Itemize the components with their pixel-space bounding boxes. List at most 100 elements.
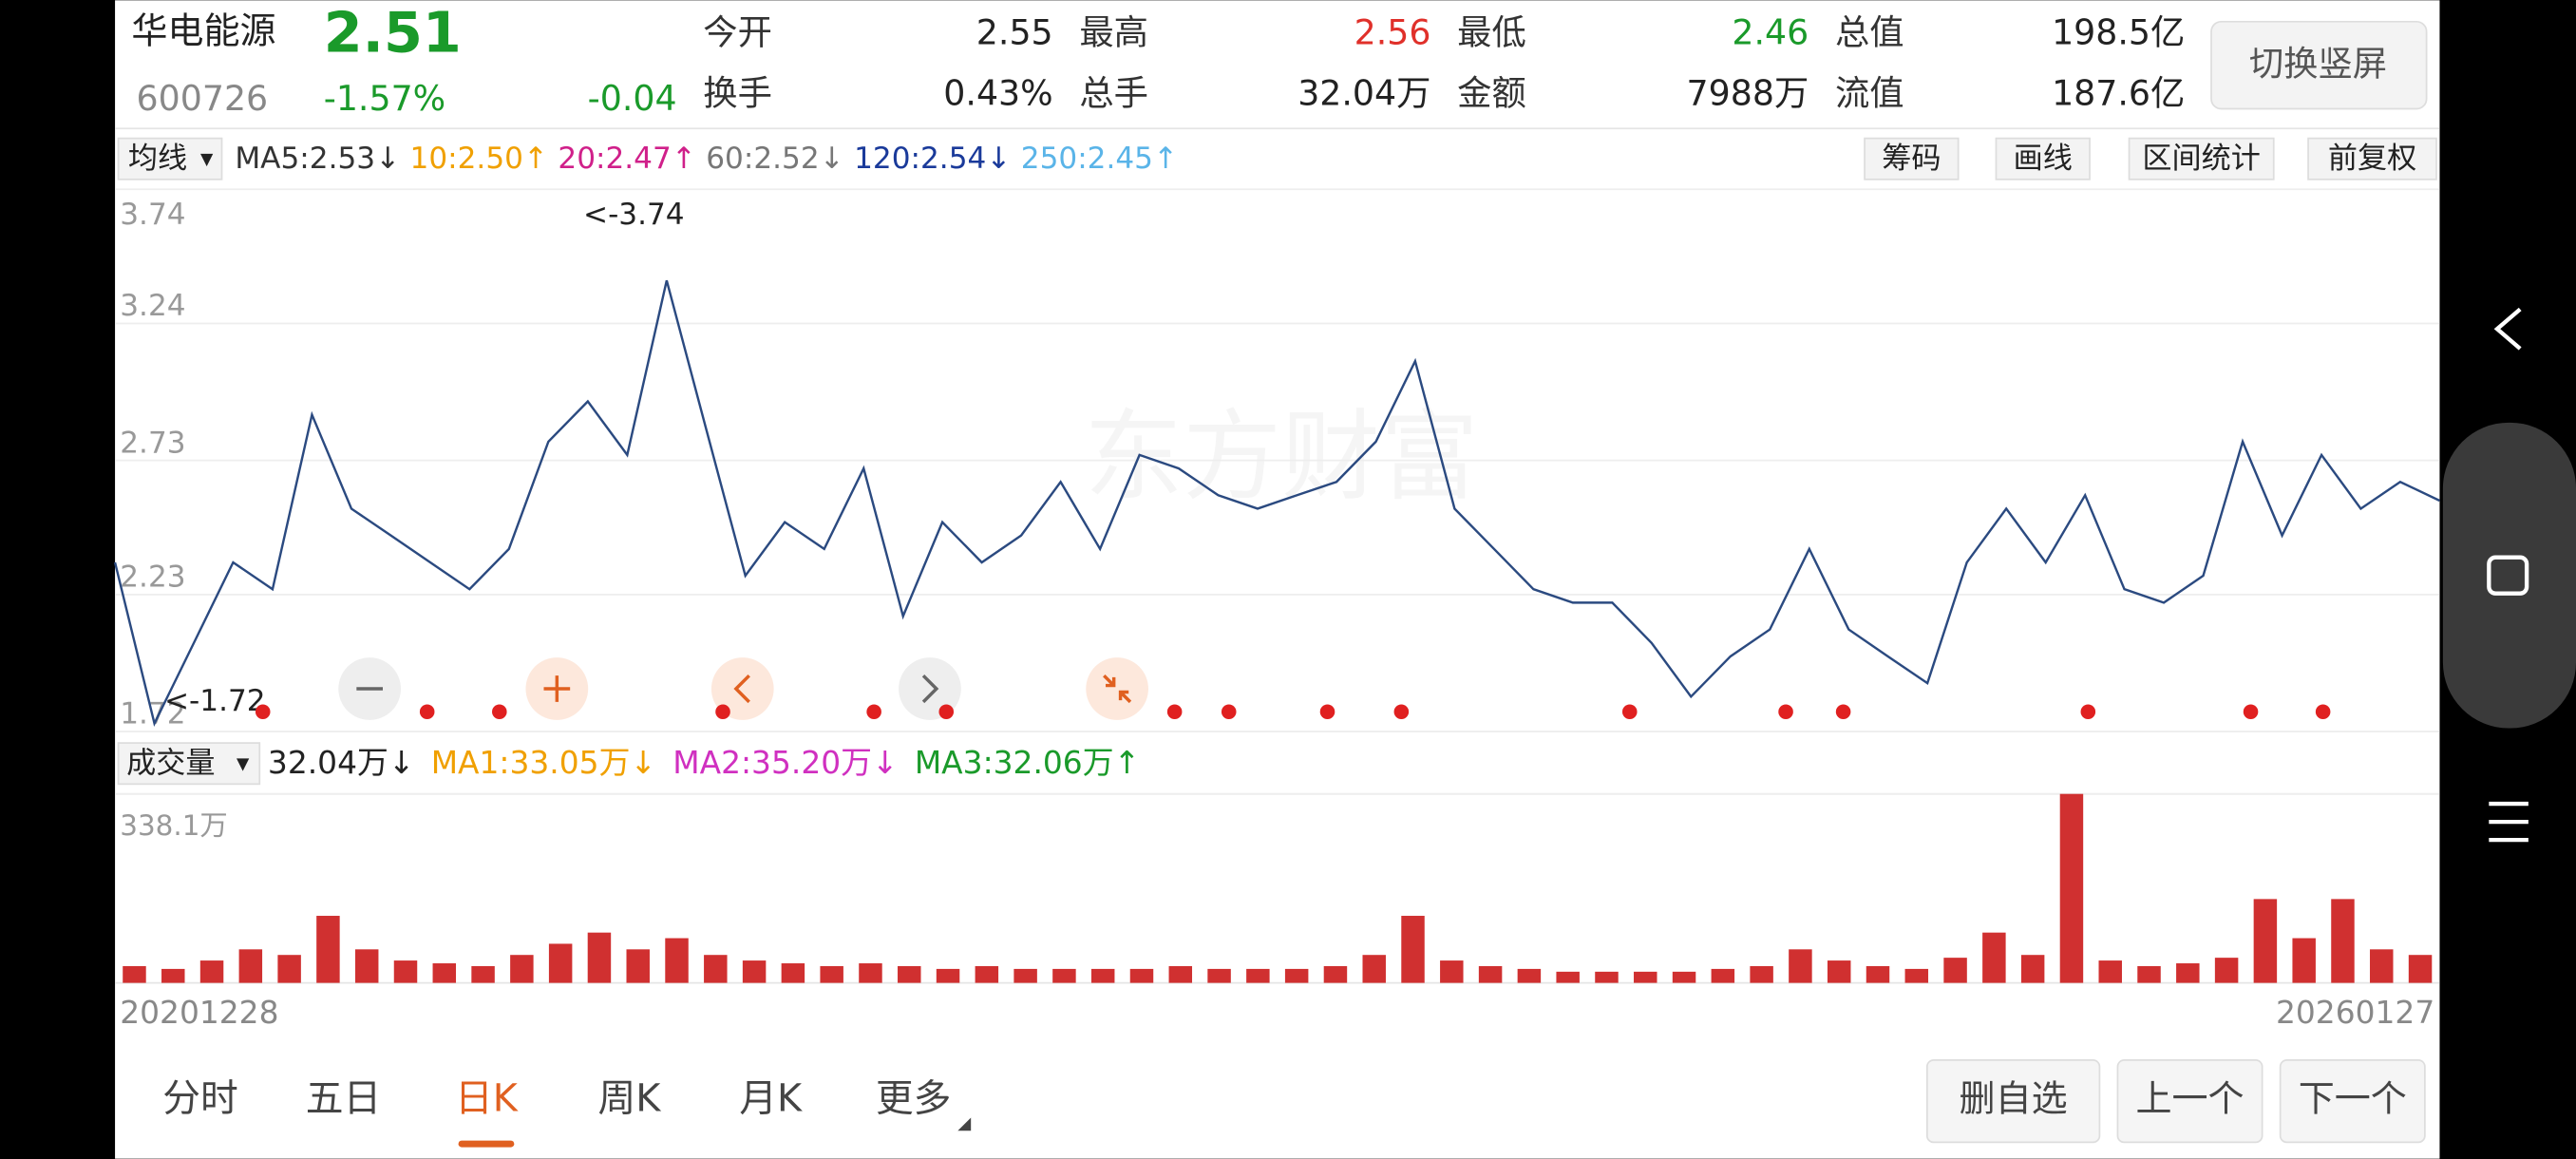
event-marker[interactable] bbox=[2243, 704, 2259, 720]
footer-button-label[interactable]: 删自选 bbox=[1960, 1078, 2068, 1120]
max-annotation: <-3.74 bbox=[583, 198, 685, 232]
nav-pill bbox=[2442, 422, 2576, 729]
footer-buttons: 删自选 上一个 下一个 bbox=[1925, 1059, 2426, 1144]
event-marker[interactable] bbox=[1835, 704, 1851, 720]
volume-bar bbox=[123, 965, 146, 983]
tool-button-label[interactable]: 筹码 bbox=[1882, 142, 1941, 176]
volume-bar bbox=[2098, 960, 2122, 983]
period-tab[interactable]: 分时 bbox=[162, 1077, 238, 1121]
min-annotation: <-1.72 bbox=[164, 684, 266, 718]
volume-bar bbox=[936, 968, 960, 983]
footer-button-label[interactable]: 下一个 bbox=[2299, 1078, 2407, 1120]
stat-label: 最低 bbox=[1457, 12, 1526, 53]
tool-button[interactable] bbox=[1864, 137, 1960, 180]
volume-selector[interactable] bbox=[117, 742, 261, 786]
footer-button[interactable] bbox=[2279, 1059, 2426, 1144]
volume-bar bbox=[1090, 968, 1115, 983]
reset-zoom-icon[interactable] bbox=[1103, 674, 1132, 704]
stat-label: 金额 bbox=[1457, 73, 1526, 114]
event-marker[interactable] bbox=[1621, 704, 1638, 720]
zoom-in-icon[interactable] bbox=[543, 675, 571, 702]
volume-bar bbox=[781, 963, 805, 983]
ma-item: 20:2.47↑ bbox=[558, 142, 695, 176]
volume-bar bbox=[199, 960, 224, 983]
stat-value: 187.6亿 bbox=[2052, 73, 2185, 114]
volume-bar bbox=[1323, 965, 1348, 983]
volume-bar bbox=[820, 965, 843, 983]
dropdown-icon[interactable]: ▼ bbox=[200, 150, 214, 169]
stock-price: 2.51 bbox=[324, 0, 462, 65]
volume-bar bbox=[1440, 960, 1464, 983]
tool-button[interactable] bbox=[1995, 137, 2091, 180]
volume-bar bbox=[704, 955, 728, 983]
ma-selector[interactable] bbox=[117, 137, 223, 180]
volume-bar bbox=[238, 949, 263, 983]
ma-selector-label[interactable]: 均线 bbox=[128, 142, 187, 176]
volume-bar bbox=[1052, 968, 1076, 983]
reset-zoom[interactable] bbox=[1086, 657, 1148, 720]
stat-label: 换手 bbox=[703, 73, 772, 114]
footer-button[interactable] bbox=[2116, 1059, 2263, 1144]
tool-button-label[interactable]: 区间统计 bbox=[2142, 142, 2261, 176]
period-tab[interactable]: 更多 bbox=[876, 1077, 952, 1121]
event-marker[interactable] bbox=[866, 704, 881, 720]
volume-bar bbox=[1517, 968, 1542, 983]
volume-bar bbox=[626, 949, 650, 983]
tool-button-label[interactable]: 画线 bbox=[2014, 142, 2073, 176]
period-tab[interactable]: 日K bbox=[455, 1077, 519, 1121]
period-tab[interactable]: 周K bbox=[598, 1077, 662, 1121]
stat-label: 最高 bbox=[1079, 12, 1148, 53]
y-tick-label: 2.73 bbox=[120, 426, 185, 460]
volume-legend: 32.04万↓ MA1:33.05万↓ MA2:35.20万↓ MA3:32.06万↑ bbox=[268, 744, 1140, 781]
nav-menu[interactable] bbox=[2489, 801, 2529, 843]
event-marker[interactable] bbox=[715, 704, 730, 720]
move-left[interactable] bbox=[710, 657, 774, 720]
y-tick-label: 2.23 bbox=[120, 560, 185, 595]
event-marker[interactable] bbox=[1319, 704, 1335, 720]
volume-bar bbox=[2214, 958, 2239, 983]
volume-selector-label[interactable]: 成交量 bbox=[126, 747, 215, 781]
event-marker[interactable] bbox=[255, 704, 271, 720]
volume-bar bbox=[1634, 971, 1657, 983]
move-left-icon[interactable] bbox=[733, 674, 750, 704]
volume-bar bbox=[161, 968, 185, 983]
watermark: 东方财富 bbox=[1085, 400, 1479, 514]
event-marker[interactable] bbox=[938, 704, 955, 720]
nav-home[interactable] bbox=[2487, 555, 2529, 596]
volume-bar bbox=[742, 960, 767, 983]
volume-bar bbox=[1556, 971, 1580, 983]
volume-bar bbox=[2331, 899, 2355, 983]
stat-label: 总值 bbox=[1835, 12, 1904, 53]
event-marker[interactable] bbox=[1166, 704, 1183, 720]
footer-button-label[interactable]: 上一个 bbox=[2135, 1078, 2244, 1120]
event-marker[interactable] bbox=[1778, 704, 1793, 720]
volume-bar bbox=[1595, 971, 1619, 983]
event-marker[interactable] bbox=[2080, 704, 2096, 720]
tool-button[interactable] bbox=[2307, 137, 2437, 180]
move-right-icon[interactable] bbox=[921, 674, 939, 704]
volume-legend-item: MA2:35.20万↓ bbox=[672, 744, 898, 781]
dropdown-icon[interactable]: ▼ bbox=[237, 755, 250, 774]
period-tab[interactable]: 五日 bbox=[306, 1077, 382, 1121]
tool-button-label[interactable]: 前复权 bbox=[2328, 142, 2416, 176]
event-marker[interactable] bbox=[419, 704, 435, 720]
move-right[interactable] bbox=[899, 657, 961, 720]
tool-button[interactable] bbox=[2128, 137, 2275, 180]
period-tab[interactable]: 月K bbox=[739, 1077, 803, 1121]
nav-back[interactable] bbox=[2493, 307, 2522, 351]
event-marker[interactable] bbox=[1393, 704, 1410, 720]
y-tick-label: 338.1万 bbox=[120, 809, 228, 842]
volume-bar bbox=[354, 949, 379, 983]
volume-bar bbox=[1982, 932, 2006, 983]
volume-legend-item: MA3:32.06万↑ bbox=[915, 744, 1140, 781]
orientation-button-label[interactable]: 切换竖屏 bbox=[2249, 44, 2387, 85]
footer-button[interactable] bbox=[1925, 1059, 2101, 1144]
orientation-button[interactable] bbox=[2210, 20, 2428, 110]
volume-bar bbox=[1129, 968, 1154, 983]
event-marker[interactable] bbox=[1221, 704, 1237, 720]
event-marker[interactable] bbox=[2315, 704, 2331, 720]
event-marker[interactable] bbox=[492, 704, 507, 720]
